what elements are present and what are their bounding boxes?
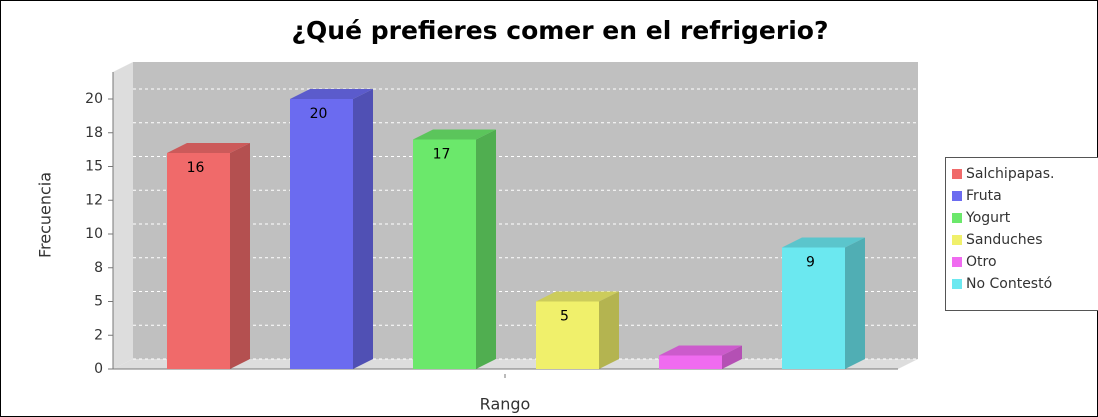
y-tick-label: 8: [94, 260, 103, 276]
y-tick-label: 12: [85, 192, 103, 208]
y-tick-label: 15: [85, 159, 103, 175]
bar-top: [290, 89, 373, 99]
left-wall: [113, 62, 133, 369]
bar-top: [782, 237, 865, 248]
bar-side: [353, 89, 373, 369]
x-axis-label: Rango: [480, 395, 531, 414]
bar-top: [167, 143, 250, 153]
y-tick-label: 20: [85, 91, 103, 107]
legend-label: Sanduches: [966, 232, 1043, 248]
bar-side: [722, 345, 742, 369]
bar-top: [413, 129, 496, 140]
y-tick-label: 2: [94, 327, 103, 343]
bar: [536, 301, 599, 369]
bar: [167, 153, 230, 369]
value-label: 17: [433, 147, 451, 163]
bar-top: [536, 291, 619, 302]
legend-swatch: [952, 191, 962, 201]
bar-side: [845, 237, 865, 369]
chart-title: ¿Qué prefieres comer en el refrigerio?: [292, 16, 829, 45]
bar: [782, 247, 845, 369]
legend-swatch: [952, 213, 962, 223]
value-label: 5: [560, 309, 569, 325]
value-label: 9: [806, 255, 815, 271]
legend-swatch: [952, 279, 962, 289]
value-label: 20: [310, 106, 328, 122]
legend-label: Otro: [966, 254, 997, 270]
bar: [290, 99, 353, 369]
bar-top: [659, 345, 742, 356]
legend-swatch: [952, 257, 962, 267]
bar: [413, 139, 476, 369]
value-label: 16: [187, 160, 205, 176]
bar-side: [599, 291, 619, 369]
y-tick-label: 10: [85, 226, 103, 242]
legend-swatch: [952, 169, 962, 179]
bar-side: [230, 143, 250, 369]
legend-label: Salchipapas.: [966, 166, 1055, 182]
bar: [659, 355, 722, 369]
legend-label: No Contestó: [966, 276, 1052, 292]
y-axis-label: Frecuencia: [36, 172, 55, 258]
y-tick-label: 0: [94, 361, 103, 377]
bar-side: [476, 129, 496, 369]
legend: [945, 157, 1098, 311]
y-tick-label: 5: [94, 294, 103, 310]
legend-swatch: [952, 235, 962, 245]
y-tick-label: 18: [85, 125, 103, 141]
legend-label: Yogurt: [965, 210, 1011, 226]
legend-label: Fruta: [966, 188, 1002, 204]
